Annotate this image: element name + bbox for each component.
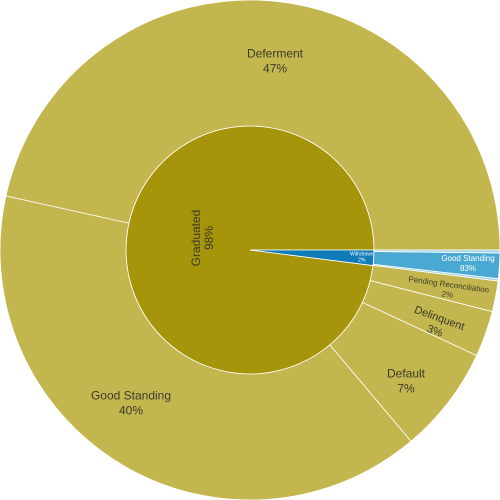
- label-percent: 3%: [425, 323, 444, 340]
- outer-slice-pending-reconciliation: [369, 264, 499, 313]
- label-percent: 2%: [358, 257, 366, 263]
- label-graduated: Graduated 98%: [189, 210, 216, 267]
- label-name: Graduated: [189, 210, 203, 267]
- label-percent: 98%: [202, 226, 216, 250]
- outer-slice-delinquent: [361, 280, 493, 356]
- label-percent: 7%: [397, 382, 415, 396]
- label-name: Good Standing: [91, 389, 171, 403]
- outer-slice-deferment: [5, 0, 500, 251]
- label-name: Good Standing: [441, 254, 494, 263]
- label-percent: 83%: [460, 264, 476, 273]
- label-percent: 2%: [441, 289, 454, 300]
- label-name: Deferment: [247, 47, 304, 61]
- outer-slice-default: [329, 301, 478, 442]
- label-name: Withdrawn: [350, 251, 374, 257]
- label-percent: 40%: [119, 404, 143, 418]
- label-name: Default: [387, 367, 426, 381]
- label-percent: 47%: [263, 62, 287, 76]
